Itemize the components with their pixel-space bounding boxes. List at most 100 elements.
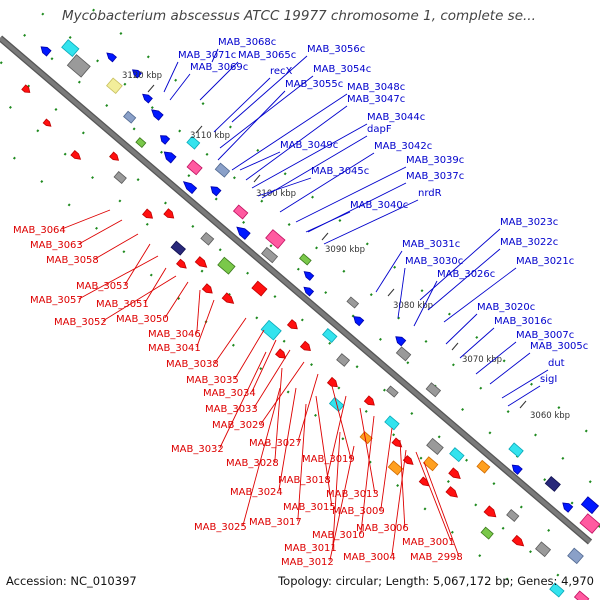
- forward-gene-label[interactable]: MAB_3016c: [494, 316, 552, 327]
- forward-gene-label[interactable]: MAB_3068c: [218, 37, 276, 48]
- cds-feature[interactable]: [40, 46, 52, 57]
- forward-gene-label[interactable]: MAB_3044c: [367, 112, 425, 123]
- reverse-gene-label[interactable]: MAB_3011: [284, 543, 337, 554]
- cds-feature[interactable]: [422, 456, 439, 472]
- cds-feature[interactable]: [200, 231, 215, 246]
- cds-feature[interactable]: [275, 348, 287, 359]
- cds-feature[interactable]: [182, 181, 198, 195]
- cds-feature[interactable]: [567, 547, 584, 565]
- forward-gene-label[interactable]: MAB_3040c: [350, 200, 408, 211]
- cds-feature[interactable]: [322, 328, 338, 343]
- cds-feature[interactable]: [535, 541, 552, 558]
- cds-feature[interactable]: [580, 496, 600, 515]
- cds-feature[interactable]: [70, 150, 82, 160]
- forward-gene-label[interactable]: MAB_3069c: [190, 62, 248, 73]
- cds-feature[interactable]: [201, 283, 213, 294]
- cds-feature[interactable]: [123, 110, 137, 124]
- cds-feature[interactable]: [326, 376, 338, 388]
- cds-feature[interactable]: [151, 109, 164, 121]
- cds-feature[interactable]: [384, 415, 400, 431]
- cds-feature[interactable]: [480, 526, 494, 540]
- forward-gene-label[interactable]: MAB_3049c: [280, 140, 338, 151]
- cds-feature[interactable]: [286, 319, 298, 330]
- cds-feature[interactable]: [511, 464, 523, 475]
- reverse-gene-label[interactable]: MAB_3053: [76, 281, 129, 292]
- reverse-gene-label[interactable]: MAB_3035: [186, 375, 239, 386]
- cds-feature[interactable]: [359, 431, 373, 445]
- forward-gene-label[interactable]: sigI: [540, 374, 557, 385]
- forward-gene-label[interactable]: MAB_3045c: [311, 166, 369, 177]
- cds-feature[interactable]: [363, 395, 375, 406]
- forward-gene-label[interactable]: MAB_3037c: [406, 171, 464, 182]
- reverse-gene-label[interactable]: MAB_3028: [226, 458, 279, 469]
- forward-gene-label[interactable]: MAB_3022c: [500, 237, 558, 248]
- cds-feature[interactable]: [61, 39, 80, 57]
- cds-feature[interactable]: [511, 534, 525, 547]
- cds-feature[interactable]: [163, 151, 177, 164]
- cds-feature[interactable]: [549, 582, 565, 598]
- cds-feature[interactable]: [445, 486, 459, 498]
- cds-feature[interactable]: [132, 69, 142, 79]
- forward-gene-label[interactable]: recX: [270, 66, 293, 77]
- reverse-gene-label[interactable]: MAB_3013: [326, 489, 379, 500]
- reverse-gene-label[interactable]: MAB_3058: [46, 255, 99, 266]
- cds-feature[interactable]: [395, 346, 412, 362]
- cds-feature[interactable]: [214, 162, 231, 178]
- label-layer[interactable]: MAB_3068c MAB_3071c MAB_3065c MAB_3056c MAB_…: [13, 37, 588, 568]
- cds-feature[interactable]: [236, 226, 251, 240]
- cds-feature[interactable]: [579, 513, 600, 534]
- cds-feature[interactable]: [186, 135, 201, 150]
- cds-feature[interactable]: [109, 151, 120, 161]
- cds-feature[interactable]: [449, 447, 465, 463]
- forward-gene-label[interactable]: MAB_3042c: [374, 141, 432, 152]
- reverse-gene-label[interactable]: MAB_3006: [356, 523, 409, 534]
- reverse-gene-label[interactable]: MAB_3050: [116, 314, 169, 325]
- cds-feature[interactable]: [194, 256, 208, 268]
- forward-gene-label[interactable]: MAB_3026c: [437, 269, 495, 280]
- reverse-gene-label[interactable]: MAB_3038: [166, 359, 219, 370]
- cds-feature[interactable]: [21, 84, 31, 93]
- cds-feature[interactable]: [387, 460, 404, 476]
- cds-feature[interactable]: [217, 256, 236, 275]
- cds-feature[interactable]: [346, 296, 360, 309]
- reverse-gene-label[interactable]: MAB_3046: [148, 329, 201, 340]
- reverse-gene-label[interactable]: MAB_3024: [230, 487, 283, 498]
- cds-feature[interactable]: [106, 77, 123, 94]
- cds-feature[interactable]: [476, 459, 491, 474]
- forward-gene-label[interactable]: MAB_3047c: [347, 94, 405, 105]
- reverse-gene-label[interactable]: MAB_3063: [30, 240, 83, 251]
- reverse-gene-label[interactable]: MAB_3017: [249, 517, 302, 528]
- cds-feature[interactable]: [506, 509, 520, 522]
- cds-feature[interactable]: [142, 208, 154, 219]
- reverse-gene-label[interactable]: MAB_3012: [281, 557, 334, 568]
- forward-gene-label[interactable]: dut: [548, 358, 565, 369]
- cds-feature[interactable]: [142, 93, 153, 104]
- cds-feature[interactable]: [303, 271, 315, 281]
- cds-feature[interactable]: [573, 590, 590, 604]
- forward-gene-label[interactable]: MAB_3039c: [406, 155, 464, 166]
- forward-gene-label[interactable]: MAB_3071c: [178, 50, 236, 61]
- cds-feature[interactable]: [251, 280, 268, 297]
- forward-gene-label[interactable]: MAB_3048c: [347, 82, 405, 93]
- reverse-gene-label[interactable]: MAB_3032: [171, 444, 224, 455]
- forward-gene-label[interactable]: MAB_3031c: [402, 239, 460, 250]
- forward-gene-label[interactable]: MAB_3020c: [477, 302, 535, 313]
- reverse-gene-label[interactable]: MAB_3052: [54, 317, 107, 328]
- forward-gene-label[interactable]: dapF: [367, 124, 392, 135]
- forward-gene-label[interactable]: MAB_3021c: [516, 256, 574, 267]
- cds-feature[interactable]: [113, 171, 127, 184]
- reverse-gene-label[interactable]: MAB_3033: [205, 404, 258, 415]
- cds-feature[interactable]: [391, 437, 403, 448]
- cds-feature[interactable]: [508, 442, 524, 458]
- cds-feature[interactable]: [265, 229, 286, 249]
- cds-feature[interactable]: [66, 54, 91, 78]
- reverse-gene-label[interactable]: MAB_3057: [30, 295, 83, 306]
- cds-feature[interactable]: [544, 476, 561, 492]
- cds-feature[interactable]: [303, 286, 315, 297]
- cds-feature[interactable]: [210, 186, 222, 197]
- cds-feature[interactable]: [42, 118, 52, 127]
- cds-feature[interactable]: [170, 240, 186, 256]
- forward-gene-label[interactable]: MAB_3030c: [405, 256, 463, 267]
